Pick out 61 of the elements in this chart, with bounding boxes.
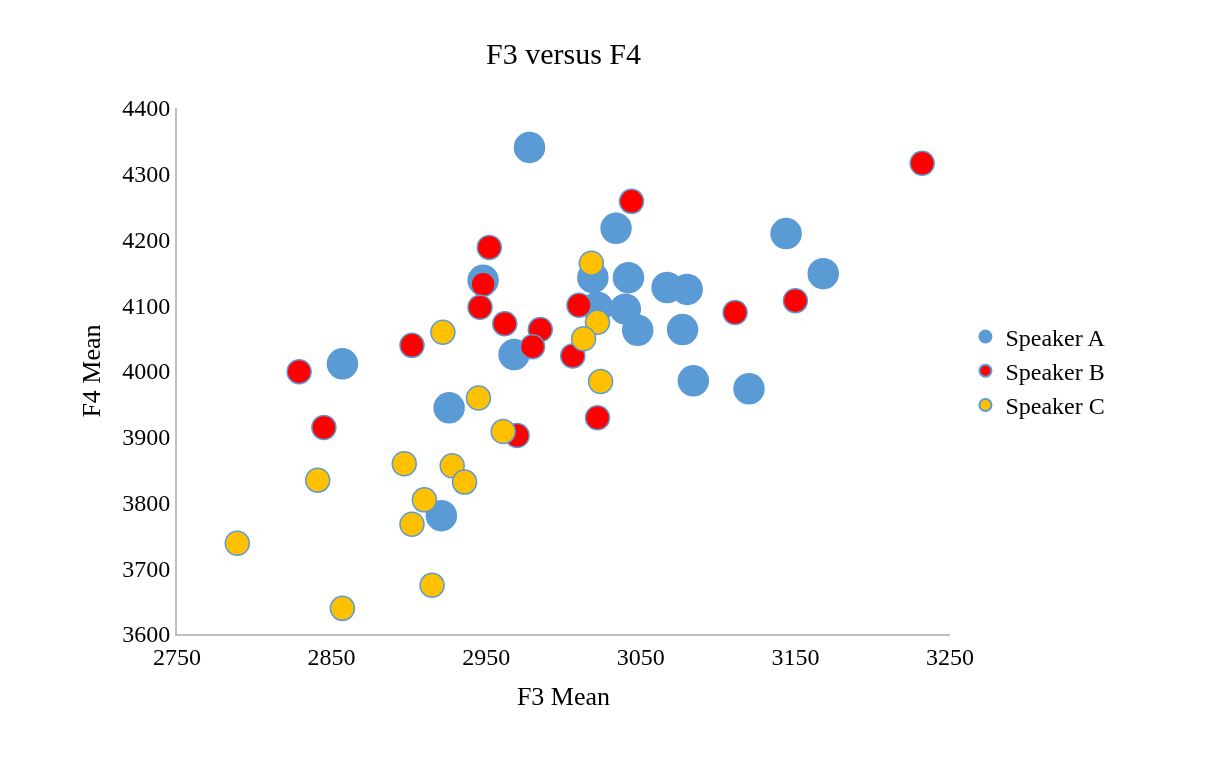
y-tick-label: 4100 (122, 292, 171, 319)
point (399, 332, 425, 359)
x-axis-title: F3 Mean (516, 682, 611, 711)
point (722, 299, 748, 326)
point (329, 595, 356, 622)
point (425, 499, 458, 532)
point (782, 287, 809, 314)
point (618, 188, 645, 215)
point (566, 292, 592, 318)
point (733, 373, 765, 405)
point (399, 511, 425, 537)
y-tick-label: 4200 (122, 226, 171, 253)
point (612, 261, 645, 294)
point (430, 319, 456, 345)
point (411, 487, 438, 513)
y-tick-label: 4300 (122, 161, 171, 188)
point (492, 310, 518, 337)
point (770, 217, 802, 250)
point (451, 469, 478, 495)
point (677, 365, 710, 397)
x-tick-label: 2850 (307, 643, 356, 670)
y-tick-label: 3900 (122, 424, 171, 451)
point (465, 385, 492, 411)
point (311, 414, 337, 441)
point (304, 467, 331, 493)
x-tick-label: 2950 (462, 643, 511, 670)
point (578, 250, 605, 276)
point (584, 309, 611, 336)
point (490, 418, 516, 445)
y-tick-label: 3800 (122, 489, 171, 516)
point (513, 131, 546, 164)
legend-label: Speaker A (1005, 324, 1106, 351)
point (476, 234, 503, 261)
point (666, 313, 699, 346)
y-axis-title: F4 Mean (77, 324, 107, 418)
legend-label: Speaker C (1005, 393, 1105, 420)
x-tick-label: 3050 (616, 643, 665, 670)
point (419, 572, 445, 599)
point (467, 294, 493, 320)
point (326, 348, 359, 380)
point (807, 257, 839, 290)
y-tick-label: 4000 (122, 358, 171, 385)
point (621, 314, 654, 346)
y-tick-label: 3700 (122, 555, 171, 582)
point (519, 333, 546, 360)
legend-label: Speaker B (1005, 359, 1105, 386)
point (584, 404, 611, 431)
point (286, 358, 312, 385)
point (224, 530, 251, 556)
x-tick-label: 3150 (771, 643, 820, 670)
chart-title: F3 versus F4 (485, 36, 642, 70)
point (600, 212, 632, 245)
point (433, 392, 465, 424)
point (909, 150, 935, 176)
point (560, 343, 586, 369)
y-tick-label: 4400 (122, 95, 171, 122)
point (439, 452, 465, 479)
point (587, 368, 614, 395)
point (570, 326, 597, 352)
point (391, 450, 418, 477)
x-tick-label: 3250 (926, 643, 974, 670)
